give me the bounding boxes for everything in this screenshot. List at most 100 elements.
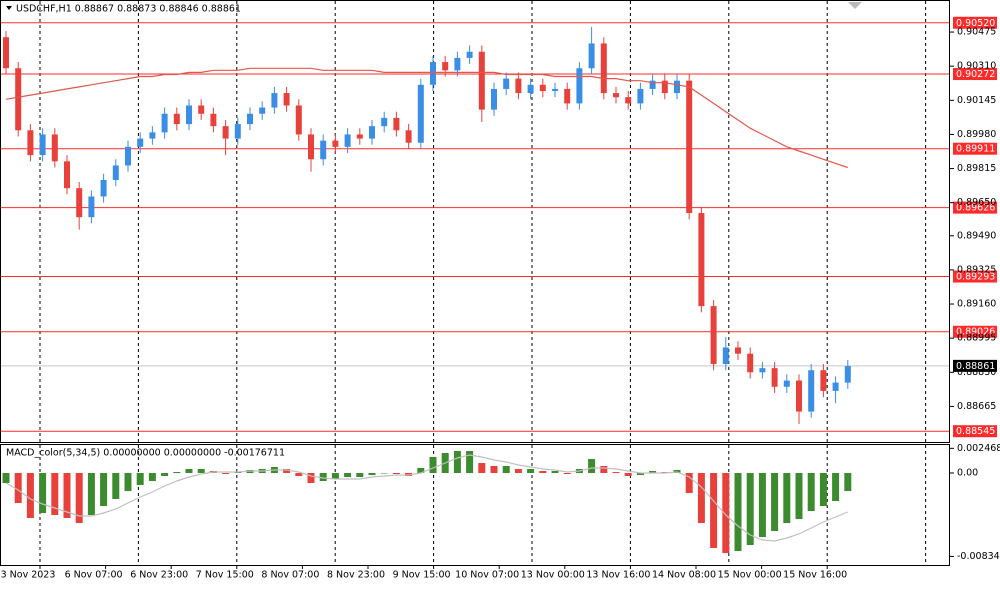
- macd-bar: [356, 473, 364, 477]
- candle-body: [783, 380, 790, 387]
- candle-body: [820, 370, 827, 391]
- axis-labels: 0.90520 0.90272 0.89911 0.89626 0.89293 0.890…: [1, 16, 1000, 581]
- current-price-box: [953, 359, 997, 372]
- candle-body: [369, 126, 375, 139]
- macd-bar: [636, 473, 644, 475]
- x-tick-label: 15 Nov 16:00: [783, 570, 847, 581]
- candle-body: [417, 84, 424, 143]
- candle-body: [796, 380, 802, 412]
- macd-bar: [417, 468, 425, 473]
- macd-bar: [453, 451, 461, 473]
- macd-bar: [527, 469, 535, 473]
- candle-body: [735, 347, 741, 354]
- level-label: 0.88545: [956, 426, 995, 437]
- macd-bar: [710, 473, 718, 548]
- candle-body: [27, 130, 34, 156]
- candle-body: [161, 113, 168, 133]
- candle-body: [466, 51, 473, 58]
- candle-body: [173, 113, 180, 125]
- macd-y-tick-label: -0.008345: [957, 551, 1000, 562]
- macd-bar: [197, 469, 205, 473]
- candle-body: [454, 57, 461, 71]
- candle-body: [332, 140, 339, 147]
- macd-bar: [331, 473, 339, 479]
- macd-bar: [844, 473, 852, 491]
- candle-body: [613, 93, 619, 98]
- macd-bar: [222, 473, 230, 474]
- level-label: 0.89911: [956, 144, 995, 155]
- macd-bar: [612, 472, 620, 473]
- candle-body: [649, 80, 656, 89]
- candle-body: [674, 80, 680, 94]
- level-label: 0.89026: [956, 327, 995, 338]
- macd-bar: [624, 473, 632, 476]
- candle-body: [210, 113, 217, 127]
- candle-body: [564, 88, 571, 104]
- y-tick-label: 0.90310: [957, 61, 996, 72]
- y-tick-label: 0.89160: [957, 299, 996, 310]
- level-label-box: [953, 201, 997, 214]
- candle-body: [588, 43, 595, 69]
- candle-body: [637, 88, 644, 104]
- level-label: 0.90520: [956, 18, 995, 29]
- macd-bar: [87, 473, 95, 515]
- candle-body: [771, 368, 778, 387]
- chart-title: USDCHF,H1 0.88867 0.88873 0.88846 0.8886…: [16, 4, 241, 15]
- macd-bar: [746, 473, 754, 545]
- macd-title: MACD_color(5,34,5) 0.00000000 0.00000000…: [6, 448, 285, 459]
- level-label: 0.89293: [956, 272, 995, 283]
- macd-bar: [319, 473, 327, 481]
- macd-bar: [380, 473, 388, 474]
- candle-body: [832, 382, 839, 391]
- moving-average: [5, 67, 848, 169]
- macd-bar: [551, 471, 559, 473]
- macd-bar: [795, 473, 803, 519]
- candle-body: [576, 68, 583, 104]
- macd-y-tick-label: 0.002468: [957, 443, 1000, 454]
- candle-body: [625, 97, 632, 104]
- macd-bar: [75, 473, 83, 523]
- collapse-arrow[interactable]: [848, 2, 862, 9]
- candle-body: [125, 146, 131, 166]
- macd-bar: [148, 473, 156, 481]
- macd-bar: [2, 473, 10, 483]
- level-label-box: [953, 68, 997, 81]
- macd-y-tick-label: 0.00: [957, 468, 978, 479]
- macd-signal: [5, 454, 849, 542]
- macd-bar: [685, 473, 693, 493]
- macd-bar: [112, 473, 120, 499]
- candle-body: [149, 132, 156, 139]
- x-tick-label: 14 Nov 08:00: [652, 570, 716, 581]
- y-tick-label: 0.89815: [957, 163, 996, 174]
- candle-body: [100, 179, 107, 197]
- main-frame: [0, 0, 950, 443]
- macd-bar: [307, 473, 315, 483]
- candle-body: [64, 161, 70, 189]
- x-tick-label: 3 Nov 2023: [1, 570, 56, 581]
- macd-bar: [466, 451, 474, 473]
- candle-body: [747, 353, 754, 373]
- macd-bar: [539, 471, 547, 473]
- macd-bar: [649, 471, 657, 473]
- x-tick-label: 8 Nov 07:00: [261, 570, 319, 581]
- macd-bar: [26, 473, 34, 518]
- macd-bar: [368, 473, 376, 475]
- x-tick-label: 13 Nov 16:00: [586, 570, 650, 581]
- macd-bar: [173, 472, 181, 473]
- y-tick-label: 0.88665: [957, 401, 996, 412]
- candle-body: [271, 93, 278, 108]
- macd-bar: [100, 473, 108, 506]
- macd-bar: [697, 473, 705, 523]
- macd-bar: [588, 459, 596, 473]
- candle-body: [320, 140, 327, 160]
- macd-bar: [39, 473, 47, 513]
- candle-body: [39, 134, 46, 156]
- candle-body: [698, 213, 705, 307]
- macd-bar: [392, 473, 400, 474]
- menu-arrow[interactable]: [6, 6, 12, 10]
- candle-body: [722, 347, 729, 365]
- x-tick-label: 8 Nov 23:00: [327, 570, 385, 581]
- candle-body: [186, 105, 192, 125]
